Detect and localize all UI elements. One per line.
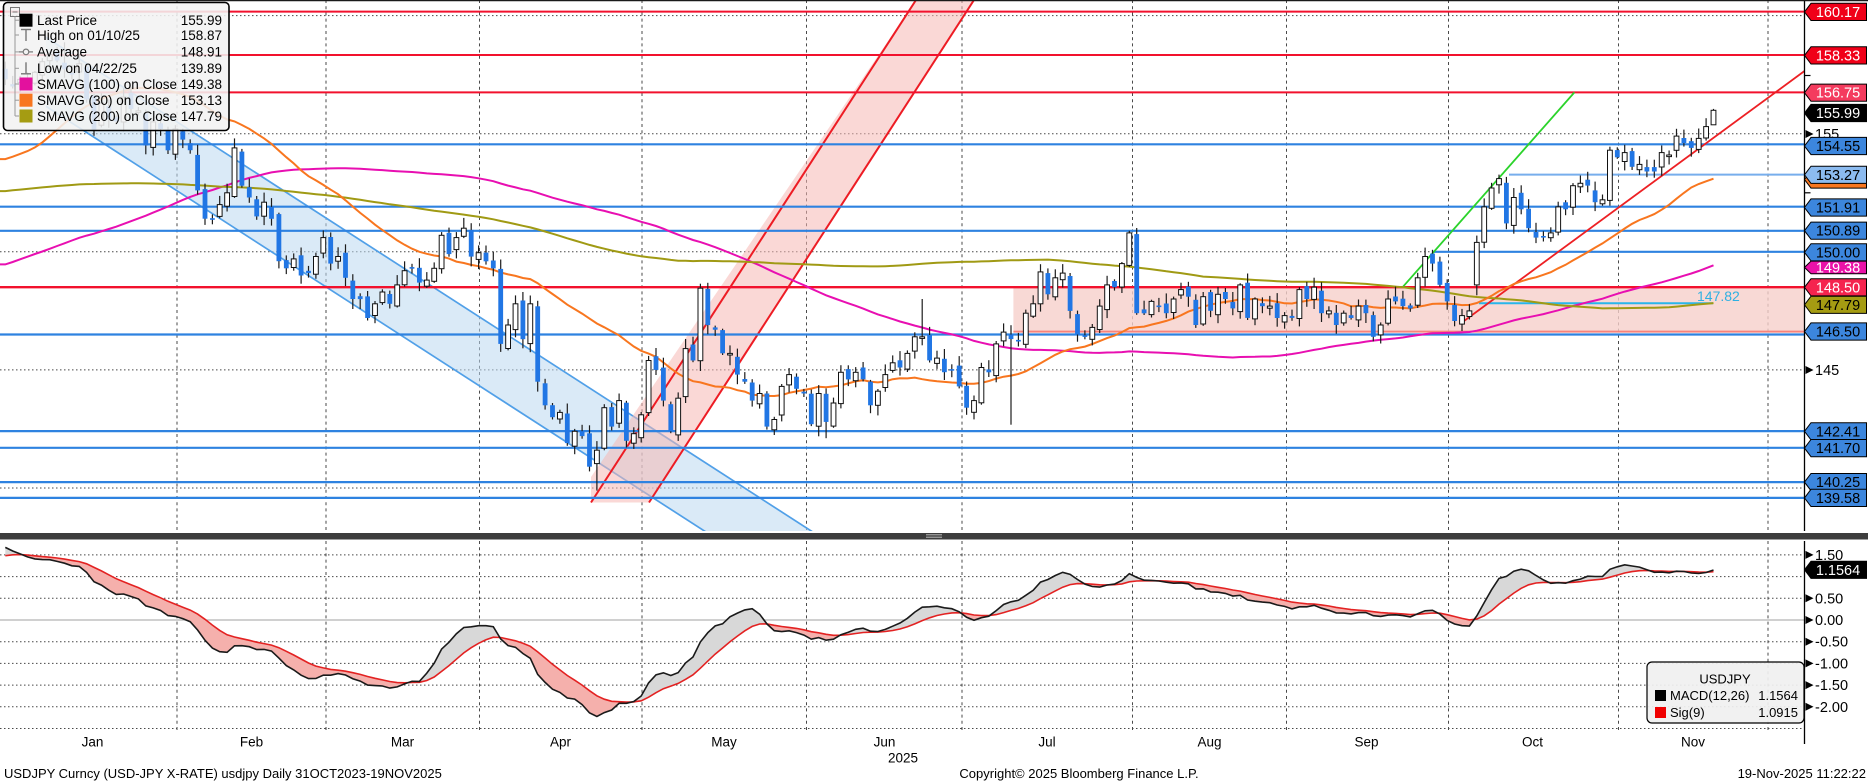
svg-text:SMAVG (200) on Close: SMAVG (200) on Close [37, 109, 177, 124]
svg-text:2025: 2025 [888, 751, 918, 766]
svg-text:148.50: 148.50 [1816, 280, 1860, 296]
svg-text:0.00: 0.00 [1815, 613, 1843, 629]
svg-text:Jul: Jul [1038, 735, 1055, 750]
svg-text:-0.50: -0.50 [1815, 635, 1848, 651]
svg-text:1.1564: 1.1564 [1758, 688, 1798, 703]
svg-text:Oct: Oct [1522, 735, 1543, 750]
svg-text:1.1564: 1.1564 [1816, 563, 1860, 579]
svg-text:USDJPY: USDJPY [1699, 672, 1751, 687]
svg-text:Mar: Mar [391, 735, 415, 750]
svg-text:142.41: 142.41 [1816, 424, 1860, 440]
svg-text:1.50: 1.50 [1815, 548, 1843, 564]
svg-text:-1.50: -1.50 [1815, 678, 1848, 694]
svg-text:Copyright© 2025 Bloomberg Fina: Copyright© 2025 Bloomberg Finance L.P. [959, 766, 1198, 781]
svg-text:Last Price: Last Price [37, 13, 97, 28]
svg-text:Apr: Apr [550, 735, 572, 750]
svg-text:155.99: 155.99 [181, 13, 222, 28]
svg-text:158.33: 158.33 [1816, 48, 1860, 64]
svg-text:High on 01/10/25: High on 01/10/25 [37, 28, 140, 43]
svg-text:153.13: 153.13 [181, 93, 222, 108]
svg-text:Aug: Aug [1197, 735, 1221, 750]
svg-text:149.38: 149.38 [1816, 260, 1860, 276]
svg-text:150.89: 150.89 [1816, 224, 1860, 240]
svg-text:-1.00: -1.00 [1815, 656, 1848, 672]
svg-text:139.89: 139.89 [181, 61, 222, 76]
svg-text:19-Nov-2025 11:22:22: 19-Nov-2025 11:22:22 [1738, 766, 1866, 781]
svg-text:Nov: Nov [1681, 735, 1705, 750]
svg-text:154.55: 154.55 [1816, 139, 1860, 155]
svg-text:1.0915: 1.0915 [1758, 705, 1798, 720]
svg-text:158.87: 158.87 [181, 28, 222, 43]
svg-text:155.99: 155.99 [1816, 106, 1860, 122]
svg-text:Jun: Jun [874, 735, 896, 750]
svg-text:156.75: 156.75 [1816, 86, 1860, 102]
svg-text:153.27: 153.27 [1816, 168, 1860, 184]
svg-text:150.00: 150.00 [1816, 245, 1860, 261]
svg-text:Feb: Feb [240, 735, 263, 750]
svg-text:MACD(12,26): MACD(12,26) [1670, 688, 1749, 703]
svg-text:Sep: Sep [1354, 735, 1378, 750]
svg-text:139.58: 139.58 [1816, 491, 1860, 507]
svg-text:147.79: 147.79 [1816, 298, 1860, 314]
svg-text:148.91: 148.91 [181, 45, 222, 60]
svg-text:160.17: 160.17 [1816, 5, 1860, 21]
svg-text:USDJPY Curncy (USD-JPY X-RATE): USDJPY Curncy (USD-JPY X-RATE) usdjpy Da… [4, 766, 442, 781]
svg-text:Jan: Jan [82, 735, 104, 750]
svg-text:141.70: 141.70 [1816, 441, 1860, 457]
svg-text:May: May [711, 735, 737, 750]
svg-text:149.38: 149.38 [181, 77, 222, 92]
svg-text:145: 145 [1815, 363, 1839, 379]
svg-text:Average: Average [37, 45, 87, 60]
svg-text:SMAVG (30) on Close: SMAVG (30) on Close [37, 93, 170, 108]
svg-text:SMAVG (100) on Close: SMAVG (100) on Close [37, 77, 177, 92]
svg-text:-2.00: -2.00 [1815, 700, 1848, 716]
svg-text:146.50: 146.50 [1816, 325, 1860, 341]
svg-text:Low on 04/22/25: Low on 04/22/25 [37, 61, 137, 76]
svg-text:147.79: 147.79 [181, 109, 222, 124]
svg-text:140.25: 140.25 [1816, 475, 1860, 491]
svg-text:Sig(9): Sig(9) [1670, 705, 1705, 720]
svg-text:147.82: 147.82 [1697, 288, 1740, 304]
svg-text:151.91: 151.91 [1816, 201, 1860, 217]
svg-text:0.50: 0.50 [1815, 591, 1843, 607]
